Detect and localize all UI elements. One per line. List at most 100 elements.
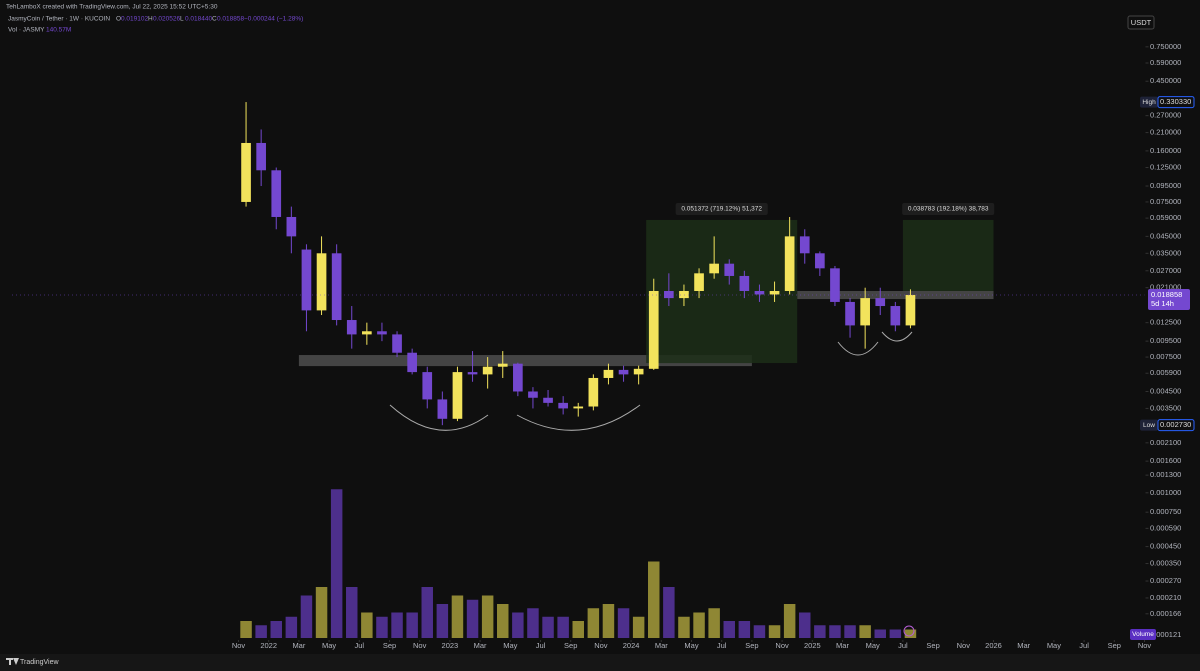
- volume-bar: [783, 604, 796, 638]
- x-tick-label: Nov: [1138, 641, 1152, 650]
- volume-bar: [466, 599, 479, 638]
- candle-body: [709, 263, 719, 274]
- y-tick-label: 0.005900: [1150, 368, 1181, 377]
- volume-bar: [270, 621, 282, 638]
- y-tick-label: 0.012500: [1150, 318, 1181, 327]
- x-tick-label: Nov: [957, 641, 971, 650]
- candle-body: [316, 253, 327, 311]
- volume-bar: [602, 604, 615, 638]
- volume-bar: [240, 621, 252, 638]
- candle-body: [482, 366, 493, 375]
- marker-price: 0.330330: [1160, 97, 1191, 106]
- header-text: C: [212, 16, 217, 23]
- y-tick-label: 0.002100: [1150, 438, 1181, 447]
- volume-bar: [889, 629, 902, 638]
- marker-price-box: [1157, 419, 1195, 432]
- y-tick-label: 0.125000: [1150, 163, 1181, 172]
- volume-bar: [315, 587, 328, 638]
- measure-label-box: [675, 202, 768, 215]
- candle-body: [799, 236, 810, 254]
- x-tick-label: 2023: [442, 641, 459, 650]
- volume-bar: [497, 604, 509, 638]
- x-tick-label: Mar: [292, 641, 305, 650]
- y-tick-label: 0.000166: [1150, 609, 1181, 618]
- last-price: 0.018858: [1151, 290, 1182, 299]
- y-tick-label: 0.009500: [1150, 336, 1181, 345]
- candle-body: [905, 294, 916, 326]
- candle-body: [271, 170, 282, 217]
- resistance-zone: [298, 355, 752, 367]
- candle-body: [845, 301, 855, 326]
- candle-body: [724, 263, 735, 276]
- candle-body: [648, 290, 659, 369]
- header-text: JasmyCoin / Tether · 1W · KUCOIN: [8, 16, 110, 23]
- x-tick-label: Mar: [655, 641, 668, 650]
- y-tick-label: 0.000590: [1150, 523, 1181, 532]
- volume-bar: [723, 621, 735, 638]
- y-tick-label: 0.000450: [1150, 542, 1181, 551]
- marker-price: 0.002730: [1160, 420, 1191, 429]
- volume-value: 140.57M: [46, 27, 71, 34]
- candle-body: [694, 273, 704, 291]
- volume-bar: [904, 629, 917, 638]
- candle-body: [286, 216, 297, 237]
- x-tick-label: Jul: [898, 641, 908, 650]
- x-tick-label: Sep: [745, 641, 758, 650]
- footer-logo[interactable]: TradingView: [20, 659, 59, 666]
- candle-body: [528, 391, 538, 398]
- candle-body: [633, 368, 644, 375]
- x-tick-label: Mar: [474, 641, 487, 650]
- x-tick-label: Nov: [413, 641, 427, 650]
- x-tick-label: Sep: [564, 641, 577, 650]
- candle-body: [754, 290, 765, 295]
- volume-label: Volume: [1132, 631, 1154, 638]
- currency-box[interactable]: [1127, 15, 1155, 30]
- marker-name: Low: [1143, 422, 1155, 429]
- x-tick-label: Mar: [1017, 641, 1030, 650]
- candle-body: [452, 372, 463, 419]
- header-text: 0.018858: [217, 16, 244, 23]
- plot: 0.051372 (719.12%) 51,372 0.038783 (192.1…: [12, 42, 1195, 650]
- y-tick-label: 0.450000: [1150, 76, 1181, 85]
- candle-body: [392, 334, 402, 353]
- volume-bar: [617, 608, 630, 638]
- candle-body: [815, 253, 825, 269]
- candle-body: [467, 372, 478, 375]
- volume-bar: [451, 595, 464, 638]
- y-tick-label: 0.000121: [1150, 630, 1181, 639]
- volume-bar: [391, 612, 403, 638]
- symbol-line: JasmyCoin / Tether · 1W · KUCOIN O 0.01910…: [8, 16, 303, 23]
- volume-bar: [527, 608, 539, 638]
- volume-bar: [632, 616, 645, 638]
- candle-body: [543, 397, 553, 403]
- event-icon[interactable]: [903, 625, 915, 637]
- candle-body: [377, 331, 387, 335]
- volume-bar: [587, 608, 600, 638]
- currency[interactable]: USDT: [1131, 18, 1152, 27]
- x-tick-label: Sep: [926, 641, 939, 650]
- candle-body: [573, 406, 584, 409]
- x-tick-label: May: [1047, 641, 1061, 650]
- x-tick-label: Jul: [355, 641, 365, 650]
- candle-body: [256, 142, 266, 171]
- candle-body: [739, 275, 750, 291]
- x-tick-label: Nov: [232, 641, 246, 650]
- y-tick-label: 0.270000: [1150, 111, 1181, 120]
- y-tick-label: 0.075000: [1150, 197, 1181, 206]
- x-tick-label: Sep: [383, 641, 396, 650]
- candle-body: [241, 142, 251, 202]
- candle-body: [890, 306, 901, 326]
- candle-body: [346, 320, 357, 335]
- candle-body: [618, 369, 629, 375]
- y-tick-label: 0.021000: [1150, 283, 1181, 292]
- y-tick-label: 0.003500: [1150, 403, 1181, 412]
- volume-bar: [346, 587, 358, 638]
- candle-body: [558, 402, 568, 409]
- y-tick-label: 0.000270: [1150, 576, 1181, 585]
- volume-bar: [753, 625, 766, 638]
- x-tick-label: Nov: [594, 641, 608, 650]
- candle-body: [407, 352, 417, 373]
- volume-bar: [648, 561, 660, 638]
- candle-body: [362, 331, 372, 335]
